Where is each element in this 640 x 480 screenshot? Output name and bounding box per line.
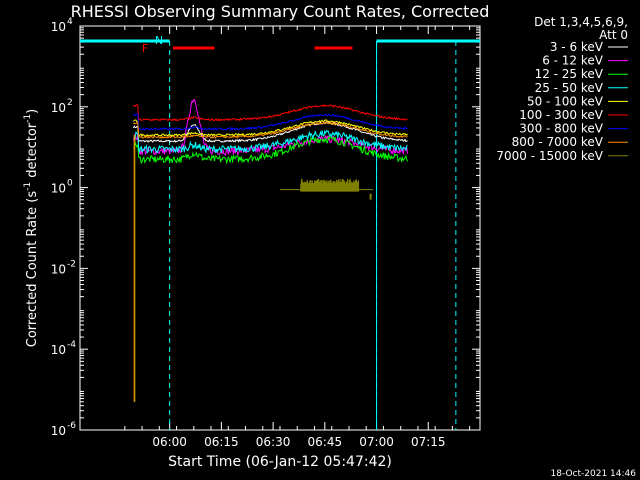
y-tick-label: 10 — [51, 182, 66, 196]
series-line — [133, 103, 408, 122]
x-tick-label: 06:15 — [204, 435, 239, 449]
y-tick-label-exponent: 4 — [67, 17, 73, 27]
y-label-mid: detector — [25, 122, 40, 182]
footer-date: 18-Oct-2021 14:46 — [551, 469, 637, 479]
y-tick-label-exponent: 0 — [67, 179, 73, 189]
y-tick-label-exponent: 2 — [67, 98, 73, 108]
legend-label: 300 - 800 keV — [519, 122, 603, 136]
series-line — [133, 121, 408, 139]
chart-title: RHESSI Observing Summary Count Rates, Co… — [71, 2, 490, 21]
svg-text:Corrected Count Rate (s-1 dete: Corrected Count Rate (s-1 detector-1) — [23, 109, 40, 347]
x-tick-label: 07:15 — [411, 435, 446, 449]
legend-label: 100 - 300 keV — [519, 108, 603, 122]
legend-label: 7000 - 15000 keV — [496, 149, 603, 163]
legend-header-line1: Det 1,3,4,5,6,9, — [534, 15, 628, 29]
y-label-end: ) — [25, 109, 40, 114]
legend-label: 12 - 25 keV — [535, 67, 604, 81]
y-axis-label: Corrected Count Rate (s-1 detector-1) — [23, 109, 40, 347]
y-tick-label: 10 — [51, 262, 66, 276]
series-line — [369, 193, 372, 200]
legend-label: 800 - 7000 keV — [512, 135, 604, 149]
legend-label: 50 - 100 keV — [527, 94, 604, 108]
series-line — [133, 119, 408, 138]
legend-label: 6 - 12 keV — [542, 54, 604, 68]
x-axis-label: Start Time (06-Jan-12 05:47:42) — [168, 454, 392, 470]
flare-flag-label: F — [142, 42, 148, 55]
series-line — [133, 129, 408, 154]
series-line — [300, 178, 360, 192]
y-tick-label: 10 — [51, 343, 66, 357]
night-label: N — [155, 34, 163, 47]
series-line — [132, 113, 408, 131]
y-tick-label: 10 — [51, 20, 66, 34]
y-tick-label: 10 — [51, 101, 66, 115]
y-label-sup1: -1 — [23, 182, 33, 191]
legend-header-line2: Att 0 — [599, 28, 628, 42]
series-line — [133, 135, 409, 165]
y-tick-label: 10 — [51, 424, 66, 438]
legend-label: 3 - 6 keV — [550, 40, 604, 54]
x-tick-label: 06:00 — [152, 435, 187, 449]
y-label-base: Corrected Count Rate (s — [25, 191, 40, 348]
x-tick-label: 06:30 — [256, 435, 291, 449]
series-line — [132, 121, 408, 143]
y-label-sup2: -1 — [23, 114, 33, 123]
x-tick-label: 06:45 — [308, 435, 343, 449]
x-tick-label: 07:00 — [359, 435, 394, 449]
legend-label: 25 - 50 keV — [535, 81, 604, 95]
y-tick-label-exponent: -6 — [67, 421, 76, 431]
y-tick-label-exponent: -2 — [67, 259, 76, 269]
y-tick-label-exponent: -4 — [67, 340, 76, 350]
